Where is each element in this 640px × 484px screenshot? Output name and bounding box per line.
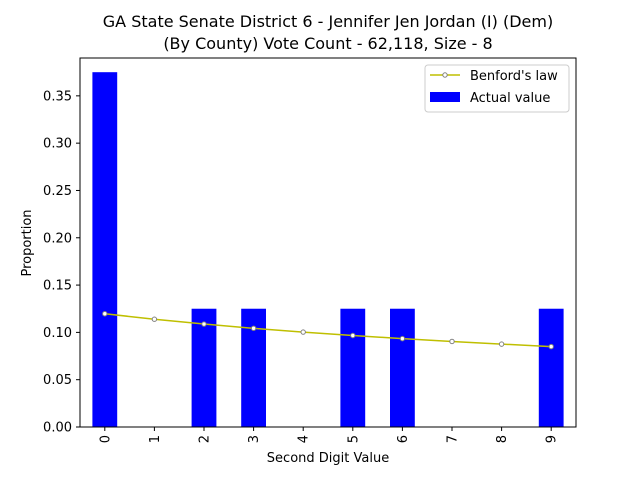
y-tick-label: 0.10: [43, 326, 72, 341]
x-tick-label: 6: [396, 435, 411, 443]
benford-point-2: [201, 321, 207, 327]
y-axis: 0.00 0.05 0.10 0.15 0.20 0.25 0.30 0.35: [43, 89, 80, 436]
legend-box: [424, 64, 570, 113]
x-tick-label: 2: [198, 435, 213, 443]
x-tick-label: 4: [297, 435, 312, 443]
legend: Benford's law Actual value: [424, 64, 570, 113]
x-tick-label: 7: [446, 435, 461, 443]
benford-point-7: [449, 338, 455, 345]
bar-digit-9: [538, 308, 564, 427]
plot-area-frame: [79, 57, 577, 428]
y-tick-label: 0.20: [43, 231, 72, 246]
x-tick-label: 8: [495, 435, 510, 443]
benford-point-5: [350, 332, 356, 339]
y-tick-label: 0.30: [43, 137, 72, 152]
x-axis: 0 1 2 3 4 5 6 7 8 9: [98, 427, 560, 443]
bar-digit-0: [92, 72, 118, 427]
benford-point-6: [399, 335, 406, 342]
x-tick-label: 1: [148, 435, 163, 443]
chart-title-line2: (By County) Vote Count - 62,118, Size - …: [163, 34, 492, 53]
x-tick-label: 5: [346, 435, 361, 443]
benford-point-8: [498, 341, 505, 347]
benford-point-1: [151, 316, 158, 322]
chart-title-line1: GA State Senate District 6 - Jennifer Je…: [103, 12, 553, 31]
benford-line-layer: [102, 311, 554, 350]
y-tick-label: 0.00: [43, 421, 72, 436]
x-axis-label: Second Digit Value: [267, 451, 389, 466]
x-tick-label: 3: [247, 435, 262, 443]
x-tick-label: 0: [98, 435, 113, 443]
benford-point-0: [102, 311, 108, 317]
legend-label-benford: Benford's law: [470, 69, 558, 84]
bar-digit-2: [191, 308, 217, 427]
legend-line-marker: [442, 72, 448, 78]
legend-bar-swatch: [430, 92, 460, 102]
benford-point-3: [250, 325, 257, 332]
benford-point-4: [300, 329, 306, 335]
y-axis-label: Proportion: [20, 209, 35, 276]
y-tick-label: 0.05: [43, 373, 72, 388]
y-tick-label: 0.25: [43, 184, 72, 199]
bar-digit-5: [340, 308, 366, 427]
x-tick-label: 9: [545, 435, 560, 443]
benford-point-9: [548, 343, 554, 350]
bar-digit-6: [390, 308, 415, 427]
legend-label-actual: Actual value: [470, 91, 550, 106]
y-tick-label: 0.15: [43, 279, 72, 294]
benford-line: [104, 312, 552, 348]
y-tick-label: 0.35: [43, 89, 72, 104]
